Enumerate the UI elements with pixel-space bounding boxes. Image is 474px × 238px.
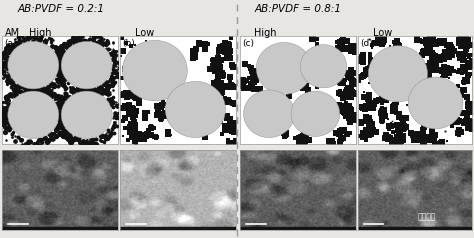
Circle shape xyxy=(408,77,463,129)
Circle shape xyxy=(291,91,340,136)
Text: (a): (a) xyxy=(4,39,17,48)
Circle shape xyxy=(256,42,312,94)
Circle shape xyxy=(244,90,294,138)
Text: AB:PVDF = 0.2:1: AB:PVDF = 0.2:1 xyxy=(17,4,104,14)
Text: Low: Low xyxy=(374,28,392,38)
Text: (c): (c) xyxy=(242,39,255,48)
Text: (b): (b) xyxy=(122,39,135,48)
Circle shape xyxy=(8,41,59,89)
Text: 锂电日记: 锂电日记 xyxy=(417,213,436,222)
Text: AM: AM xyxy=(5,28,20,38)
Circle shape xyxy=(368,46,428,102)
Text: (d): (d) xyxy=(360,39,373,48)
Circle shape xyxy=(301,45,346,88)
Circle shape xyxy=(61,41,112,89)
Text: Low: Low xyxy=(135,28,154,38)
Circle shape xyxy=(61,91,112,139)
Circle shape xyxy=(122,40,187,101)
Text: High: High xyxy=(254,28,277,38)
Text: High: High xyxy=(29,28,52,38)
Text: AB:PVDF = 0.8:1: AB:PVDF = 0.8:1 xyxy=(254,4,341,14)
Circle shape xyxy=(8,91,59,139)
Circle shape xyxy=(165,81,226,138)
